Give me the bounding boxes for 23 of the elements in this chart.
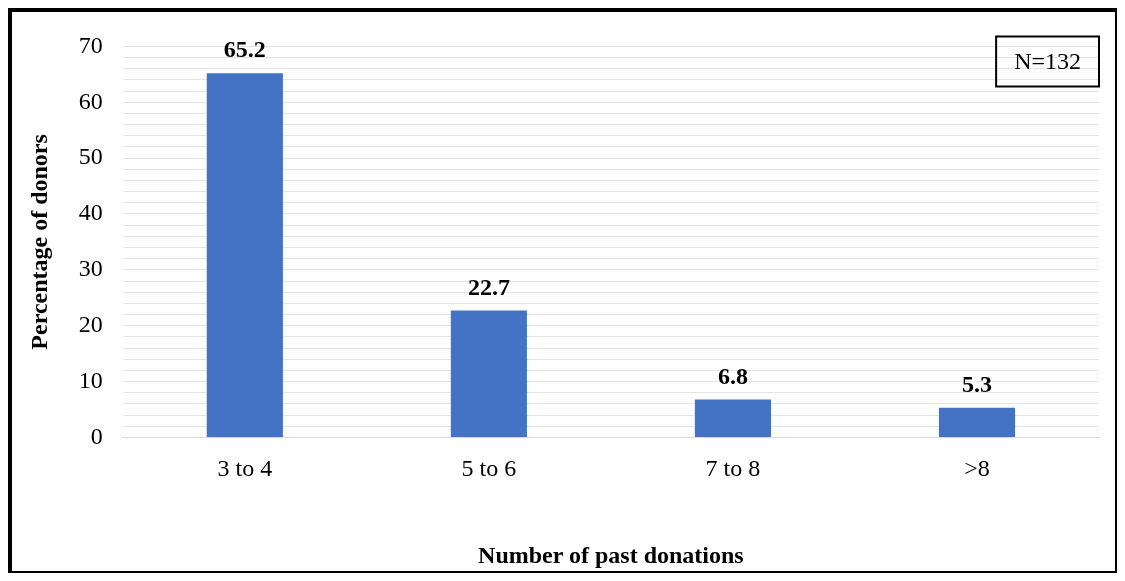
y-axis-title: Percentage of donors: [25, 134, 52, 350]
y-tick-label: 50: [78, 143, 103, 170]
data-label: 22.7: [467, 273, 510, 300]
data-label: 5.3: [961, 371, 992, 397]
annotation: N=132: [1014, 47, 1081, 74]
x-tick-label: >8: [964, 455, 990, 482]
bar: [938, 407, 1016, 437]
data-label: 6.8: [717, 362, 748, 389]
x-tick-label: 3 to 4: [217, 455, 273, 482]
x-tick-label: 5 to 6: [461, 455, 517, 482]
bar: [694, 399, 771, 437]
y-tick-label: 20: [78, 310, 103, 337]
y-tick-label: 10: [78, 366, 103, 393]
y-tick-label: 60: [78, 87, 103, 114]
y-tick-label: 30: [78, 255, 103, 282]
y-tick-label: 40: [78, 199, 103, 226]
data-label: 65.2: [223, 36, 266, 63]
bar: [450, 310, 527, 437]
x-tick-label: 7 to 8: [705, 455, 761, 482]
y-tick-label: 0: [90, 422, 103, 449]
bar: [206, 73, 283, 437]
x-axis-title: Number of past donations: [478, 541, 744, 568]
y-tick-label: 70: [78, 31, 103, 58]
